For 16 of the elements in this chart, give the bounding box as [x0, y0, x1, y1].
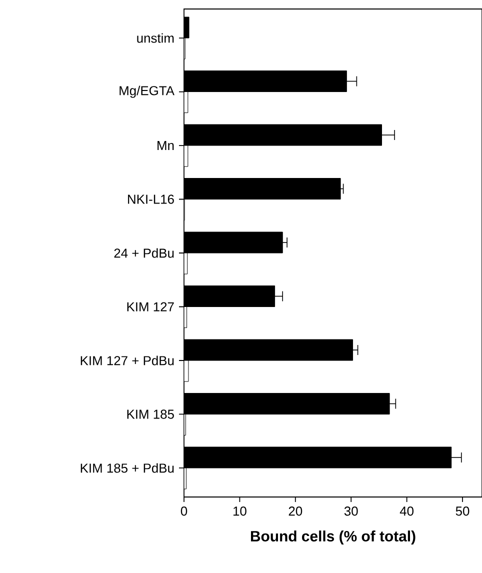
y-tick-label: Mg/EGTA — [120, 86, 174, 98]
x-tick-label: 30 — [344, 506, 358, 516]
y-tick-label: KIM 127 + PdBu — [80, 356, 174, 366]
x-tick-label: 40 — [400, 506, 414, 516]
y-tick-label: unstim — [137, 33, 174, 43]
y-tick-label: Mn — [158, 141, 174, 150]
y-tick-label: KIM 185 — [127, 410, 174, 419]
x-tick-label: 50 — [456, 506, 470, 516]
y-tick-label: NKI-L16 — [128, 194, 174, 204]
y-tick-label: KIM 127 — [127, 302, 174, 312]
y-tick-label: 24 + PdBu — [114, 248, 174, 258]
y-tick-label: KIM 185 + PdBu — [80, 463, 174, 473]
x-tick-label: 20 — [288, 506, 302, 516]
x-tick-label: 10 — [233, 506, 246, 516]
x-tick-label: 0 — [180, 506, 188, 516]
x-axis-title: Bound cells (% of total) — [250, 530, 416, 544]
